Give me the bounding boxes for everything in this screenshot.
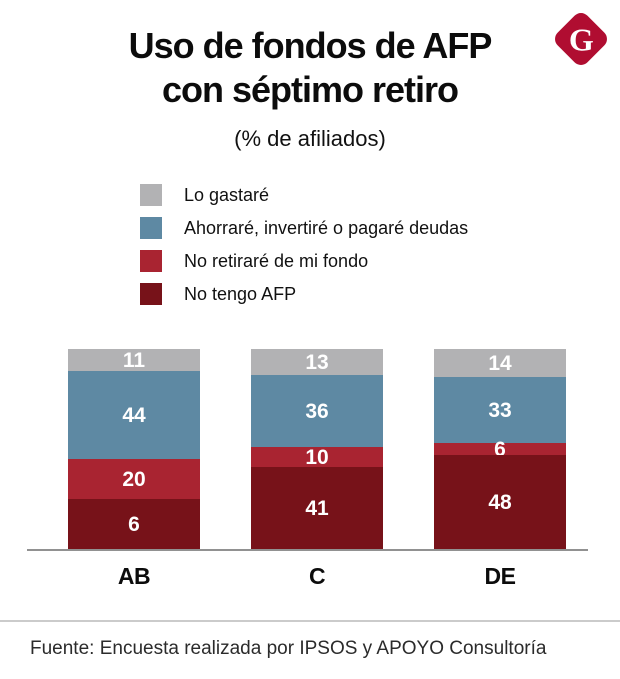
bar-segment: 13 (251, 349, 383, 375)
segment-value: 33 (488, 398, 512, 422)
bar-c: 13 36 10 41 (251, 349, 383, 549)
bar-segment: 20 (68, 459, 200, 499)
bar-segment: 48 (434, 455, 566, 549)
legend-swatch-red (140, 250, 162, 272)
stacked-bar-chart: 11 44 20 6 13 36 10 41 14 33 6 48 AB C D… (0, 349, 620, 590)
legend-item-no-retirare: No retiraré de mi fondo (140, 250, 620, 272)
title-line-2: con séptimo retiro (161, 69, 459, 110)
bar-segment: 11 (68, 349, 200, 371)
source-text: Fuente: Encuesta realizada por IPSOS y A… (30, 638, 547, 659)
category-label-de: DE (484, 563, 516, 589)
legend-item-no-tengo-afp: No tengo AFP (140, 283, 620, 305)
legend-label: No retiraré de mi fondo (184, 250, 369, 271)
legend-swatch-maroon (140, 283, 162, 305)
segment-value: 10 (305, 445, 329, 469)
logo-letter: G (568, 20, 594, 57)
bar-segment: 10 (251, 445, 383, 469)
bar-de: 14 33 6 48 (434, 349, 566, 549)
legend-item-ahorrare: Ahorraré, invertiré o pagaré deudas (140, 217, 620, 239)
segment-value: 48 (488, 490, 512, 514)
legend-item-lo-gastare: Lo gastaré (140, 184, 620, 206)
category-label-ab: AB (117, 563, 151, 589)
segment-value: 6 (128, 512, 140, 536)
bar-segment: 6 (434, 439, 566, 460)
category-label-c: C (308, 563, 326, 589)
legend-label: No tengo AFP (184, 283, 297, 304)
title-line-1: Uso de fondos de AFP (128, 25, 493, 66)
segment-value: 13 (305, 350, 329, 374)
page-title: Uso de fondos de AFP con séptimo retiro (0, 0, 620, 112)
bar-segment: 14 (434, 349, 566, 377)
legend: Lo gastaré Ahorraré, invertiré o pagaré … (140, 184, 620, 305)
chart-subtitle: (% de afiliados) (234, 126, 386, 151)
segment-value: 11 (122, 348, 146, 372)
legend-label: Lo gastaré (184, 184, 270, 205)
legend-label: Ahorraré, invertiré o pagaré deudas (184, 217, 469, 238)
legend-swatch-blue (140, 217, 162, 239)
bar-segment: 6 (68, 499, 200, 549)
bars-row: 11 44 20 6 13 36 10 41 14 33 6 48 (68, 349, 566, 549)
segment-value: 20 (122, 467, 146, 491)
footer-divider (0, 620, 620, 622)
legend-swatch-gray (140, 184, 162, 206)
segment-value: 44 (122, 403, 146, 427)
segment-value: 6 (494, 437, 506, 461)
bar-segment: 44 (68, 371, 200, 459)
segment-value: 14 (488, 351, 512, 375)
segment-value: 36 (305, 399, 329, 423)
bar-ab: 11 44 20 6 (68, 349, 200, 549)
bar-segment: 33 (434, 377, 566, 443)
segment-value: 41 (305, 496, 329, 520)
category-labels: AB C DE (68, 563, 566, 590)
x-axis-line (27, 549, 588, 551)
bar-segment: 36 (251, 375, 383, 447)
bar-segment: 41 (251, 467, 383, 549)
